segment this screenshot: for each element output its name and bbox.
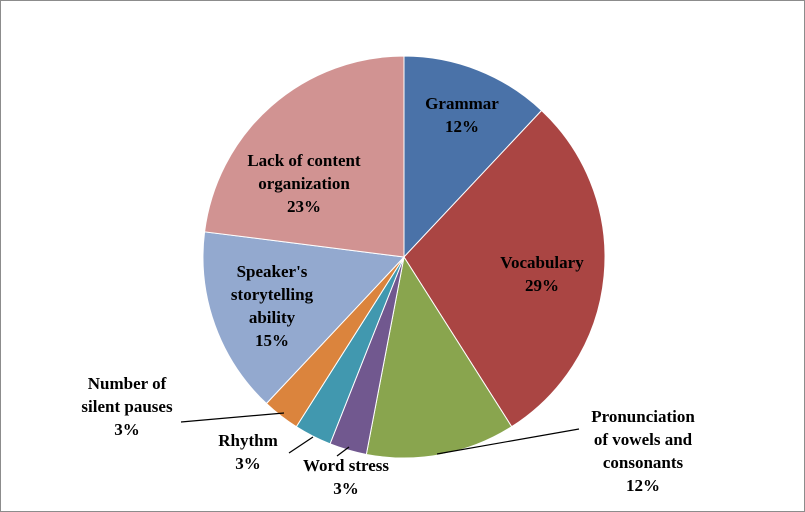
slice-label-line: 15% — [255, 331, 289, 350]
slice-label-grammar: Grammar 12% — [425, 94, 499, 136]
leader-line-word-stress — [336, 446, 350, 457]
slice-label-line: 23% — [287, 197, 321, 216]
leader-line-silent-pauses — [180, 412, 285, 423]
pie-slice-grammar — [403, 55, 543, 259]
slice-label-line: Word stress — [303, 456, 389, 475]
slice-label-line: Vocabulary — [500, 253, 584, 272]
slice-labels: Grammar 12% Vocabulary 29% Pronunciation of v… — [81, 94, 695, 498]
slice-label-line: 29% — [525, 276, 559, 295]
slice-label-line: Rhythm — [218, 431, 278, 450]
slice-label-vocabulary: Vocabulary 29% — [500, 253, 584, 295]
slice-label-line: 3% — [333, 479, 359, 498]
slice-label-line: 3% — [114, 420, 140, 439]
slice-label-line: Lack of content — [247, 151, 361, 170]
slice-label-line: ability — [249, 308, 296, 327]
slice-label-line: Speaker's — [237, 262, 308, 281]
slice-label-line: consonants — [603, 453, 684, 472]
pie-slice-pronunciation — [365, 255, 513, 459]
slice-label-rhythm: Rhythm 3% — [218, 431, 278, 473]
slice-label-line: organization — [258, 174, 350, 193]
slice-label-word-stress: Word stress 3% — [303, 456, 389, 498]
slice-label-storytelling: Speaker's storytelling ability 15% — [231, 262, 314, 350]
slice-label-line: Grammar — [425, 94, 499, 113]
slice-label-line: Number of — [88, 374, 167, 393]
slice-label-line: 12% — [445, 117, 479, 136]
slice-label-line: storytelling — [231, 285, 314, 304]
pie-slice-content-organization — [204, 55, 405, 258]
pie-slice-storytelling — [202, 231, 406, 405]
pie-slices — [202, 55, 606, 459]
pie-slice-vocabulary — [403, 109, 606, 428]
slice-label-line: of vowels and — [594, 430, 693, 449]
slice-label-silent-pauses: Number of silent pauses 3% — [81, 374, 173, 439]
slice-label-content-organization: Lack of content organization 23% — [247, 151, 361, 216]
slice-label-line: 3% — [235, 454, 261, 473]
slice-label-pronunciation: Pronunciation of vowels and consonants 12% — [591, 407, 695, 495]
leader-line-pronunciation — [436, 428, 580, 455]
leader-line-rhythm — [288, 436, 314, 454]
leader-lines — [180, 412, 580, 457]
slice-label-line: Pronunciation — [591, 407, 695, 426]
slice-label-line: 12% — [626, 476, 660, 495]
slice-label-line: silent pauses — [81, 397, 173, 416]
